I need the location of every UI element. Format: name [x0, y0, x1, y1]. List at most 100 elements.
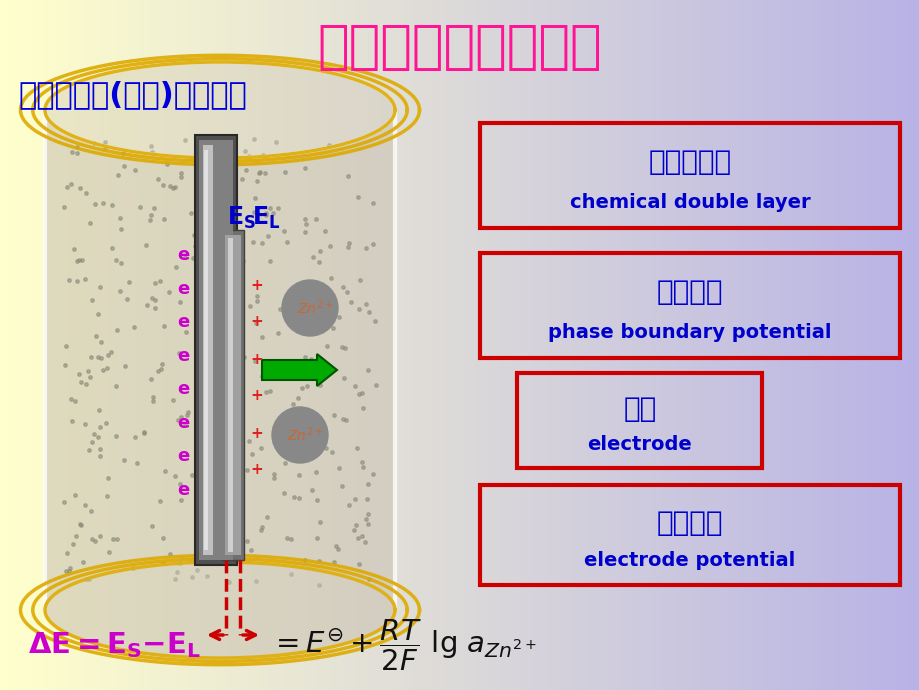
Text: +: + — [250, 388, 263, 404]
Bar — [873, 0, 877, 690]
Bar — [28, 0, 31, 690]
Bar — [836, 0, 840, 690]
Text: 电极: 电极 — [623, 395, 656, 422]
Bar — [21, 0, 26, 690]
Bar — [683, 0, 687, 690]
Circle shape — [282, 280, 337, 336]
Text: 电位分析法基本原理: 电位分析法基本原理 — [317, 21, 602, 73]
Bar — [199, 140, 233, 560]
Bar — [315, 0, 320, 690]
Text: 相界电势: 相界电势 — [656, 278, 722, 306]
Bar — [570, 0, 573, 690]
Bar — [494, 0, 497, 690]
Bar — [671, 0, 675, 690]
Bar — [285, 0, 289, 690]
Text: +: + — [250, 351, 263, 366]
Bar — [839, 0, 844, 690]
Bar — [503, 0, 506, 690]
Bar — [781, 0, 785, 690]
Text: $\mathbf{\Delta E{=}E_S{-}E_L}$: $\mathbf{\Delta E{=}E_S{-}E_L}$ — [28, 630, 200, 660]
Bar — [386, 0, 390, 690]
Bar — [867, 0, 871, 690]
Bar — [425, 0, 430, 690]
Bar — [187, 0, 191, 690]
Bar — [903, 0, 908, 690]
Bar — [747, 0, 752, 690]
Bar — [435, 0, 439, 690]
Circle shape — [272, 407, 328, 463]
Bar — [414, 0, 417, 690]
Bar — [882, 0, 886, 690]
Bar — [650, 0, 653, 690]
Bar — [545, 0, 550, 690]
Bar — [689, 0, 693, 690]
Bar — [150, 0, 154, 690]
Bar — [790, 0, 794, 690]
Bar — [233, 0, 237, 690]
Bar — [294, 0, 298, 690]
Bar — [159, 0, 164, 690]
Bar — [404, 0, 408, 690]
Bar — [221, 0, 224, 690]
Bar — [288, 0, 292, 690]
Bar — [742, 0, 745, 690]
Bar — [613, 0, 617, 690]
Bar — [517, 0, 522, 690]
Bar — [429, 0, 433, 690]
Bar — [383, 0, 387, 690]
Bar — [576, 0, 580, 690]
Bar — [340, 0, 344, 690]
Text: e: e — [177, 246, 190, 264]
Bar — [190, 0, 194, 690]
Bar — [573, 0, 577, 690]
Bar — [101, 0, 105, 690]
Bar — [797, 0, 800, 690]
Text: +: + — [250, 315, 263, 330]
Bar — [411, 0, 414, 690]
Bar — [358, 0, 362, 690]
Polygon shape — [45, 562, 394, 658]
Bar — [310, 0, 313, 690]
Text: e: e — [177, 279, 190, 297]
Bar — [172, 0, 176, 690]
Bar — [175, 0, 178, 690]
Bar — [135, 0, 139, 690]
Bar — [824, 0, 828, 690]
Bar — [622, 0, 626, 690]
Text: +: + — [250, 426, 263, 440]
Bar — [291, 0, 295, 690]
Bar — [58, 0, 62, 690]
Bar — [85, 0, 90, 690]
Bar — [891, 0, 895, 690]
Bar — [0, 0, 4, 690]
Bar — [845, 0, 849, 690]
Bar — [710, 0, 715, 690]
Bar — [723, 0, 727, 690]
Bar — [438, 0, 442, 690]
Bar — [98, 0, 102, 690]
Text: $\mathbf{E_L}$: $\mathbf{E_L}$ — [252, 205, 280, 231]
Bar — [248, 0, 252, 690]
Bar — [312, 0, 316, 690]
Bar — [714, 0, 718, 690]
Bar — [530, 0, 534, 690]
Bar — [471, 0, 476, 690]
Bar — [484, 0, 488, 690]
Bar — [52, 0, 56, 690]
Text: 相界电势与(金属)电极电势: 相界电势与(金属)电极电势 — [18, 81, 246, 110]
Bar — [462, 0, 467, 690]
Bar — [811, 0, 816, 690]
Bar — [223, 0, 228, 690]
Bar — [490, 0, 494, 690]
Bar — [453, 0, 458, 690]
Bar — [273, 0, 277, 690]
Bar — [558, 0, 562, 690]
Bar — [585, 0, 589, 690]
Bar — [203, 145, 213, 555]
Bar — [276, 0, 279, 690]
Bar — [282, 0, 286, 690]
Bar — [324, 0, 329, 690]
Bar — [129, 0, 132, 690]
Bar — [763, 0, 766, 690]
Bar — [255, 0, 258, 690]
